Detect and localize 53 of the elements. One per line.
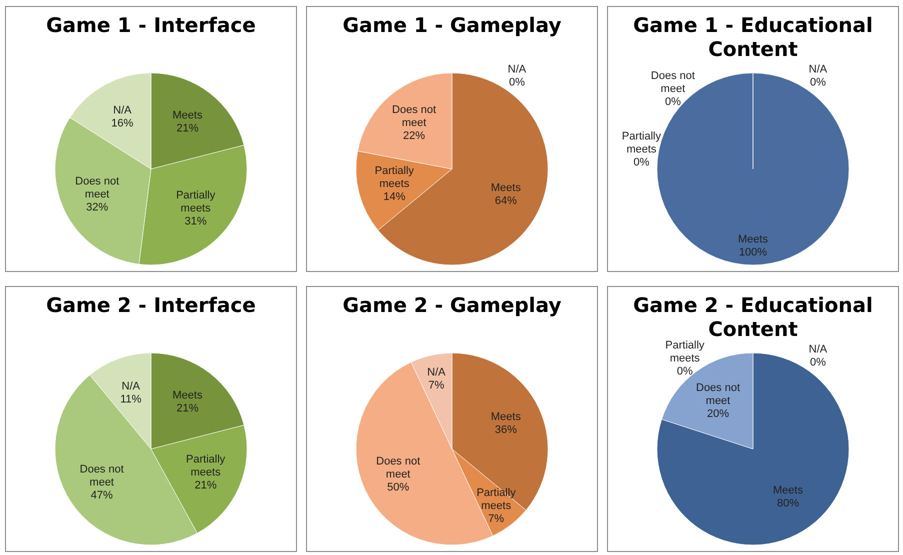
chart-title: Game 2 - Educational Content	[632, 293, 874, 341]
text: 0%	[676, 366, 693, 378]
data-label: 21%	[176, 122, 199, 134]
slice-label: Does not meet	[392, 104, 436, 130]
data-label: 32%	[86, 201, 108, 214]
data-label: 50%	[387, 481, 410, 494]
data-label: 47%	[90, 489, 113, 502]
slice-label: Does not meet	[75, 175, 120, 200]
slice-label: N/A	[113, 104, 132, 116]
slice-label: Does not meet	[376, 455, 420, 480]
data-label: 11%	[120, 394, 142, 406]
slice-label: Does not meet	[696, 382, 740, 407]
data-label: 21%	[194, 480, 217, 492]
text: 0%	[509, 76, 525, 89]
chart-title: Game 2 - Gameplay	[342, 293, 562, 317]
slice-label: Meets	[490, 182, 522, 194]
data-label: 7%	[428, 379, 444, 392]
slice-label: Does not meet	[80, 463, 124, 488]
slice-label: N/A	[122, 380, 141, 393]
text: 0%	[664, 96, 681, 108]
category-label: N/A	[508, 64, 526, 76]
category-label: Does not meet	[650, 70, 695, 95]
data-label: 64%	[494, 194, 518, 207]
text: 0%	[810, 76, 826, 89]
chart-title: Game 1 - Interface	[45, 13, 257, 37]
slice-label: Meets	[773, 484, 804, 497]
slice-label: Partially meets	[176, 189, 216, 214]
slice-label: N/A	[427, 366, 446, 378]
category-label: Partially meets	[622, 130, 662, 156]
text: 0%	[810, 356, 826, 369]
data-label: 80%	[776, 498, 800, 510]
data-label: 31%	[184, 215, 207, 228]
data-label: 14%	[383, 190, 406, 203]
slice-label: Meets	[738, 233, 768, 246]
data-label: 22%	[403, 130, 426, 142]
data-label: 16%	[111, 117, 134, 130]
slice-label: Partially meets	[186, 454, 226, 479]
data-label: 7%	[488, 512, 504, 525]
slice-label: Partially meets	[374, 164, 414, 190]
chart-title: Game 2 - Interface	[45, 293, 257, 317]
data-label: 21%	[176, 402, 199, 414]
data-label: 100%	[738, 246, 768, 258]
slice-label: Meets	[172, 110, 203, 122]
data-label: 20%	[707, 408, 730, 420]
text: 0%	[633, 156, 650, 168]
category-label: Partially meets	[665, 340, 704, 365]
slice-label: Meets	[172, 390, 203, 402]
chart-title: Game 1 - Educational Content	[632, 13, 874, 61]
category-label: N/A	[808, 64, 828, 76]
category-label: N/A	[808, 344, 828, 356]
chart-title: Game 1 - Gameplay	[342, 13, 562, 37]
data-label: 36%	[494, 424, 518, 436]
slice-label: Meets	[490, 411, 522, 424]
